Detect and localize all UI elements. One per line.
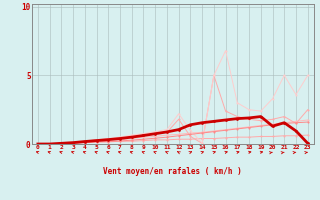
X-axis label: Vent moyen/en rafales ( km/h ): Vent moyen/en rafales ( km/h ) [103,167,242,176]
